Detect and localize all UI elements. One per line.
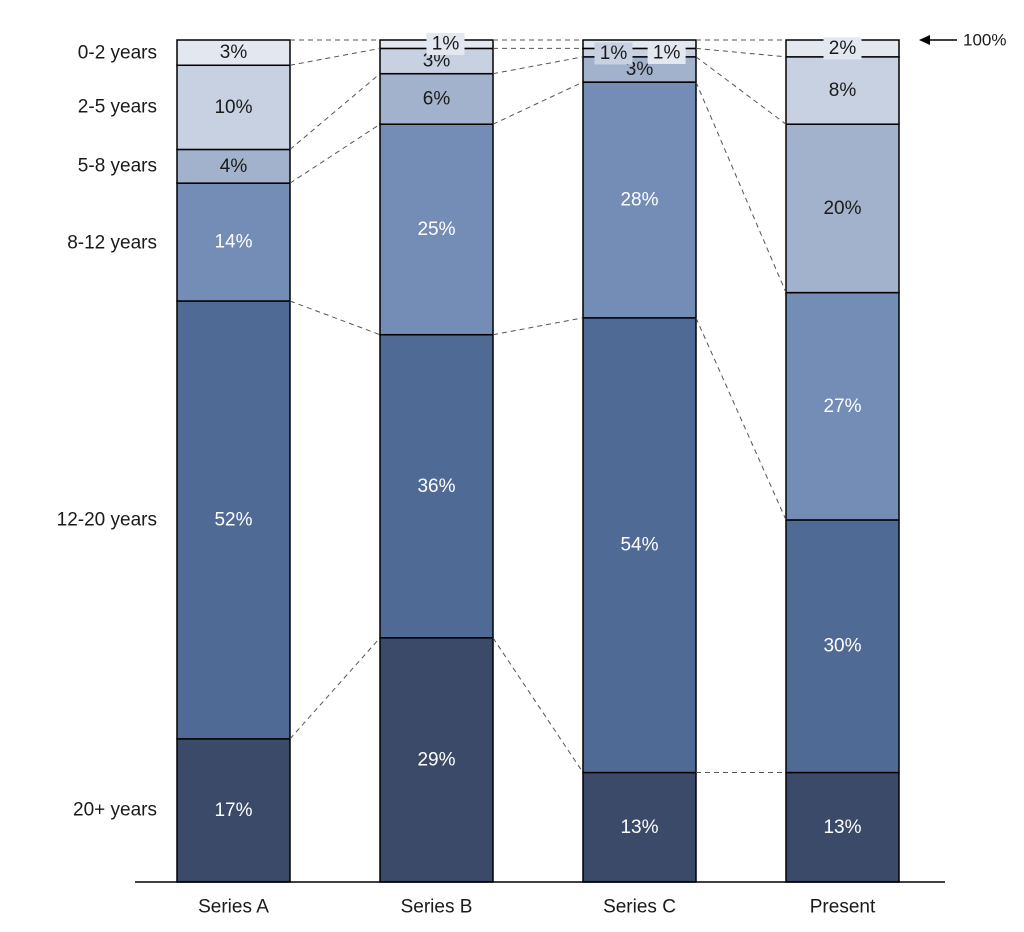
bar-segment xyxy=(176,148,291,184)
connector-line xyxy=(289,637,381,740)
connector-line xyxy=(695,56,787,125)
data-label: 25% xyxy=(417,219,455,240)
bar-segment xyxy=(379,333,494,639)
data-label: 1% xyxy=(653,43,681,64)
data-label: 8% xyxy=(829,80,857,101)
bar-segment xyxy=(582,39,697,50)
legend-entry: 5-8 years xyxy=(78,156,157,177)
data-label-background xyxy=(594,42,633,65)
bar-segment xyxy=(379,123,494,336)
connector-line xyxy=(492,637,584,773)
bar-segment xyxy=(176,39,291,67)
bar-segment xyxy=(785,519,900,774)
x-tick-label: Series A xyxy=(198,897,269,918)
data-label-background xyxy=(823,37,862,60)
connector-line xyxy=(695,317,787,521)
bar-segment xyxy=(582,771,697,883)
data-label-background xyxy=(647,42,686,64)
data-label: 3% xyxy=(220,42,248,63)
bar-segment xyxy=(785,771,900,883)
data-label: 10% xyxy=(214,97,252,118)
data-label: 52% xyxy=(214,509,252,530)
bar-segment xyxy=(176,300,291,740)
bar-segment xyxy=(785,291,900,521)
bar-segment xyxy=(176,738,291,883)
annotation-arrow-head xyxy=(919,35,930,45)
data-label: 3% xyxy=(423,51,451,72)
connector-line xyxy=(289,123,381,184)
legend-entry: 8-12 years xyxy=(67,233,157,254)
connector-line xyxy=(492,56,584,75)
legend-entry: 20+ years xyxy=(73,800,157,821)
data-label: 14% xyxy=(214,232,252,253)
bar-segment xyxy=(176,64,291,151)
data-label-background xyxy=(426,33,465,55)
data-label: 3% xyxy=(626,59,654,80)
data-label: 2% xyxy=(829,38,857,59)
x-tick-label: Present xyxy=(810,897,876,918)
connector-line xyxy=(695,47,787,58)
connector-line xyxy=(289,300,381,336)
data-label: 28% xyxy=(620,189,658,210)
bar-segment xyxy=(379,72,494,125)
data-label: 1% xyxy=(600,43,628,64)
connector-line xyxy=(492,81,584,125)
x-tick-label: Series C xyxy=(603,897,676,918)
data-label: 36% xyxy=(417,476,455,497)
data-label: 20% xyxy=(823,198,861,219)
bar-segment xyxy=(785,56,900,125)
legend-entry: 2-5 years xyxy=(78,97,157,118)
data-label: 27% xyxy=(823,396,861,417)
data-label: 17% xyxy=(214,800,252,821)
bar-segment xyxy=(582,317,697,774)
legend-entry: 0-2 years xyxy=(78,43,157,64)
data-label: 30% xyxy=(823,636,861,657)
data-label: 6% xyxy=(423,88,451,109)
x-tick-label: Series B xyxy=(401,897,473,918)
data-label: 29% xyxy=(417,749,455,770)
legend-entry: 12-20 years xyxy=(57,510,157,531)
data-label: 1% xyxy=(432,34,460,55)
connector-line xyxy=(289,47,381,66)
bar-segment xyxy=(785,123,900,294)
bar-segment xyxy=(582,81,697,319)
data-label: 54% xyxy=(620,535,658,556)
data-label: 4% xyxy=(220,156,248,177)
data-label: 13% xyxy=(823,817,861,838)
annotation-label: 100% xyxy=(963,31,1006,50)
connector-line xyxy=(289,73,381,150)
connector-line xyxy=(492,317,584,336)
connector-line xyxy=(695,81,787,293)
data-label: 13% xyxy=(620,817,658,838)
